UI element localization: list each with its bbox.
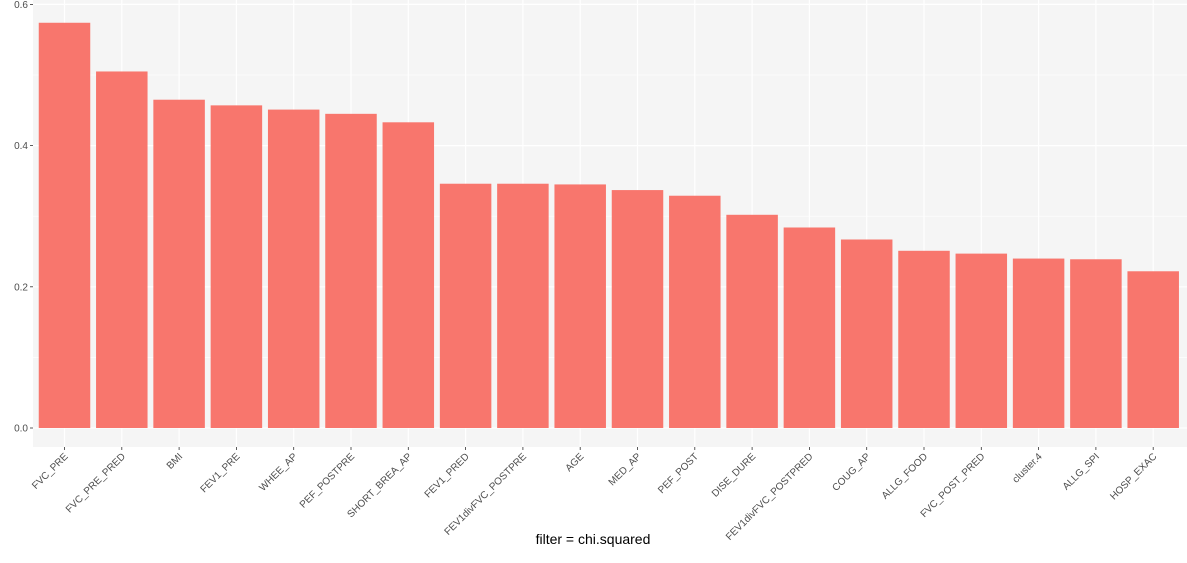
bar-PEF_POSTPRE [325, 113, 377, 428]
y-tick-label: 0.2 [14, 282, 28, 293]
bar-FEV1divFVC_POSTPRE [497, 183, 549, 428]
bar-FVC_POST_PRED [955, 253, 1008, 428]
bar-AGE [554, 184, 606, 428]
x-tick-label: FVC_PRE_PRED [64, 451, 128, 515]
x-tick-label: DISE_DURE [710, 451, 758, 499]
bar-WHEE_AP [267, 109, 320, 429]
x-tick-label: FVC_POST_PRED [919, 451, 988, 520]
x-tick-label: ALLG_FOOD [880, 451, 930, 501]
bar-cluster.4 [1012, 258, 1065, 428]
x-tick-label: AGE [564, 451, 587, 474]
x-tick-label: PEF_POST [656, 451, 701, 496]
x-tick-label: COUG_AP [830, 451, 873, 494]
bar-FVC_PRE_PRED [96, 71, 148, 428]
bar-COUG_AP [840, 239, 893, 428]
y-axis-ticks: 0.0 0.2 0.4 0.6 [14, 0, 33, 435]
bar-ALLG_FOOD [898, 250, 950, 428]
bar-FEV1divFVC_POSTPRED [783, 227, 836, 428]
y-tick-label: 0.6 [14, 0, 28, 11]
x-tick-label: WHEE_AP [257, 451, 300, 494]
x-tick-label: MED_AP [607, 451, 644, 488]
bar-SHORT_BREA_AP [382, 122, 435, 428]
x-axis-title: filter = chi.squared [536, 531, 651, 547]
x-tick-label: FVC_PRE [30, 451, 71, 492]
x-tick-label: BMI [165, 451, 185, 471]
x-tick-label: FEV1_PRED [423, 451, 472, 500]
bar-HOSP_EXAC [1127, 271, 1179, 428]
y-tick-label: 0.4 [14, 141, 28, 152]
y-tick-label: 0.0 [14, 424, 28, 435]
x-tick-label: PEF_POSTPRE [298, 451, 357, 510]
x-tick-label: HOSP_EXAC [1108, 451, 1159, 502]
x-tick-label: SHORT_BREA_AP [345, 451, 414, 520]
bar-MED_AP [611, 190, 664, 428]
bars [38, 22, 1179, 429]
bar-DISE_DURE [726, 214, 778, 428]
x-tick-label: FEV1_PRE [199, 451, 243, 495]
bar-FEV1_PRE [210, 105, 263, 428]
bar-FVC_PRE [38, 22, 91, 428]
bar-ALLG_SPI [1070, 259, 1122, 428]
bar-PEF_POST [669, 195, 721, 428]
x-tick-label: ALLG_SPI [1061, 451, 1102, 492]
bar-BMI [153, 99, 205, 429]
bar-FEV1_PRED [439, 183, 492, 428]
x-tick-label: cluster.4 [1011, 451, 1045, 485]
